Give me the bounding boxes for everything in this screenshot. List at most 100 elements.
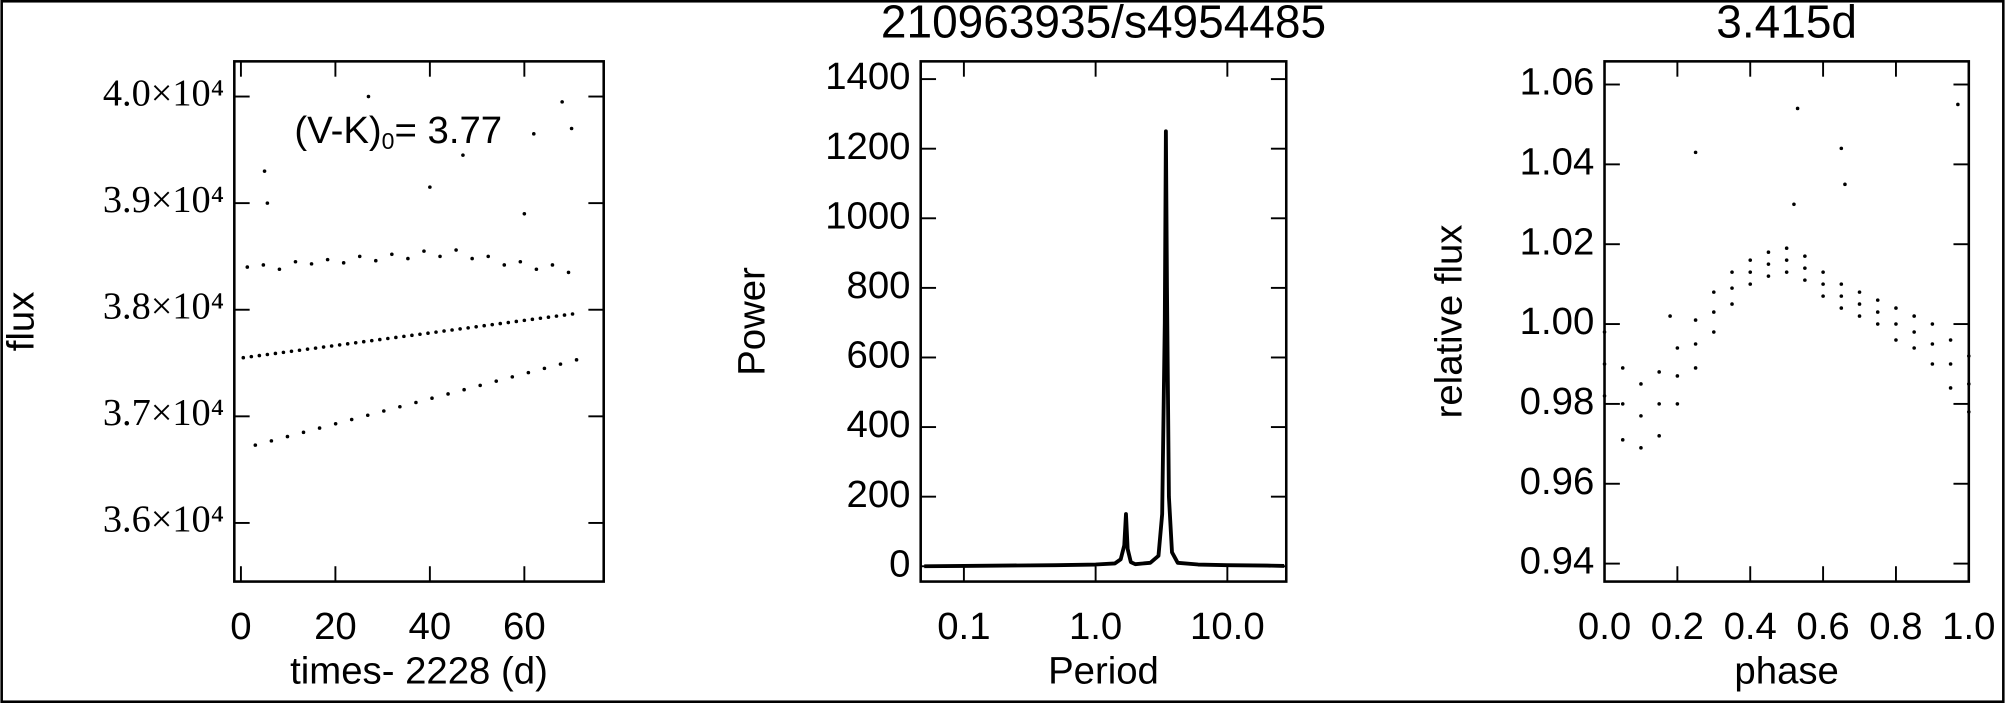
point — [1693, 318, 1698, 322]
point — [510, 375, 515, 379]
point — [514, 319, 519, 324]
annotation: (V-K)0= 3.77 — [294, 109, 502, 154]
point — [1967, 410, 1971, 414]
point — [566, 270, 571, 275]
point — [1730, 270, 1734, 274]
point — [394, 335, 398, 340]
x-tick-label: 60 — [503, 605, 546, 648]
point — [1839, 282, 1844, 286]
y-tick-label: 400 — [847, 403, 911, 446]
point — [1875, 298, 1880, 302]
point — [1730, 302, 1734, 306]
x-tick-label: 0.1 — [937, 605, 990, 648]
point — [313, 346, 318, 350]
point — [482, 323, 486, 328]
point — [1792, 202, 1796, 207]
point — [1602, 330, 1607, 334]
x-axis-label: Period — [1048, 650, 1159, 693]
y-tick-label: 3.8×10⁴ — [103, 286, 224, 328]
point — [454, 248, 458, 252]
point — [398, 404, 402, 409]
point — [357, 254, 362, 259]
point — [361, 339, 366, 344]
point — [1784, 270, 1789, 274]
point — [293, 259, 298, 264]
point — [574, 358, 579, 362]
chart-title: 210963935/s4954485 — [881, 0, 1326, 48]
point — [1712, 310, 1716, 314]
y-tick-label: 3.6×10⁴ — [103, 499, 224, 541]
point — [317, 426, 322, 430]
x-tick-label: 0.6 — [1796, 605, 1849, 648]
point — [373, 258, 378, 263]
y-tick-label: 3.9×10⁴ — [103, 179, 224, 221]
point — [1657, 370, 1661, 374]
point — [341, 261, 346, 265]
point — [333, 422, 338, 426]
x-tick-label: 20 — [314, 605, 357, 648]
point — [245, 265, 250, 269]
point — [414, 400, 418, 405]
point — [257, 353, 262, 358]
point — [1875, 310, 1880, 314]
y-tick-label: 0.98 — [1520, 380, 1595, 423]
point — [458, 327, 462, 331]
y-tick-label: 0.94 — [1520, 540, 1595, 583]
point — [261, 263, 266, 267]
point — [1693, 150, 1698, 155]
point — [366, 94, 371, 99]
point — [560, 100, 564, 104]
point — [1803, 254, 1807, 258]
y-tick-label: 1200 — [825, 125, 910, 168]
point — [490, 322, 495, 327]
point — [1620, 402, 1625, 406]
point — [1875, 322, 1880, 326]
y-tick-label: 200 — [847, 473, 911, 516]
point — [321, 345, 326, 349]
point — [1675, 346, 1680, 350]
y-tick-label: 800 — [847, 264, 911, 307]
point — [1784, 258, 1789, 262]
point — [277, 267, 282, 272]
x-tick-label: 0.8 — [1869, 605, 1922, 648]
x-tick-label: 40 — [409, 605, 452, 648]
point — [502, 263, 507, 267]
point — [1894, 338, 1898, 342]
point — [1821, 294, 1825, 298]
point — [554, 314, 559, 318]
x-axis-label: times- 2228 (d) — [290, 650, 548, 693]
point — [442, 329, 446, 333]
point — [1948, 362, 1953, 366]
x-tick-label: 0 — [230, 605, 251, 648]
point — [402, 334, 406, 339]
point — [1912, 314, 1916, 318]
point — [301, 430, 306, 435]
point — [494, 379, 499, 383]
y-tick-label: 0.96 — [1520, 460, 1595, 503]
x-tick-label: 1.0 — [1069, 605, 1122, 648]
point — [1748, 270, 1753, 274]
point — [1839, 294, 1844, 298]
point — [1748, 258, 1753, 262]
point — [1748, 282, 1753, 286]
point — [1894, 306, 1898, 310]
point — [1602, 394, 1607, 398]
point — [558, 362, 563, 366]
point — [273, 351, 278, 356]
annotation-part: (V-K) — [294, 109, 381, 152]
x-axis-label: phase — [1734, 650, 1838, 693]
point — [466, 326, 470, 330]
x-tick-label: 1.0 — [1942, 605, 1995, 648]
point — [1857, 290, 1862, 294]
point — [1967, 382, 1971, 386]
point — [382, 409, 386, 413]
point — [1803, 266, 1807, 270]
point — [532, 132, 536, 136]
point — [526, 370, 531, 375]
point — [546, 315, 551, 319]
plot-frame — [233, 60, 605, 583]
point — [461, 153, 465, 157]
point — [265, 352, 270, 357]
point — [353, 340, 358, 345]
